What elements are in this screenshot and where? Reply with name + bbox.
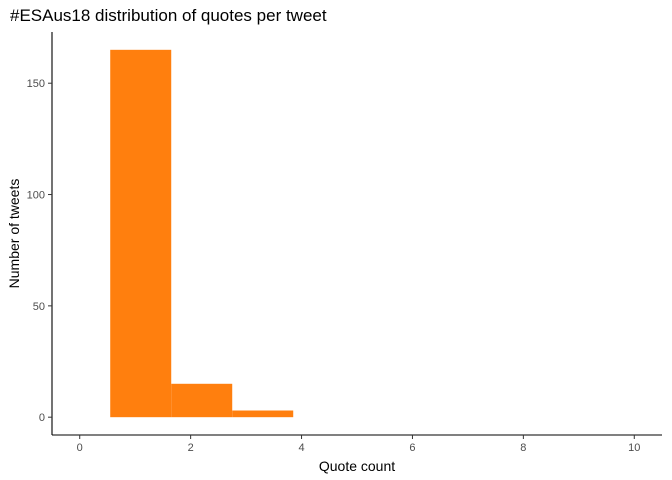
y-axis-label: Number of tweets — [6, 179, 22, 289]
y-tick-label: 100 — [27, 190, 45, 202]
chart-title: #ESAus18 distribution of quotes per twee… — [10, 6, 327, 25]
y-axis-ticks: 0 50 100 150 — [27, 78, 52, 424]
x-tick-label: 0 — [77, 442, 83, 454]
x-tick-label: 8 — [520, 442, 526, 454]
y-tick-label: 0 — [39, 412, 45, 424]
x-axis-ticks: 0 2 4 6 8 10 — [77, 435, 640, 454]
x-tick-label: 6 — [409, 442, 415, 454]
histogram-bar-2 — [171, 383, 233, 418]
histogram-bar-3 — [232, 410, 294, 418]
bars-group — [110, 49, 294, 418]
y-tick-label: 50 — [33, 301, 45, 313]
x-tick-label: 4 — [298, 442, 304, 454]
y-tick-label: 150 — [27, 78, 45, 90]
histogram-bar-1 — [110, 49, 172, 418]
x-tick-label: 10 — [628, 442, 640, 454]
x-tick-label: 2 — [188, 442, 194, 454]
x-axis-label: Quote count — [319, 458, 395, 474]
